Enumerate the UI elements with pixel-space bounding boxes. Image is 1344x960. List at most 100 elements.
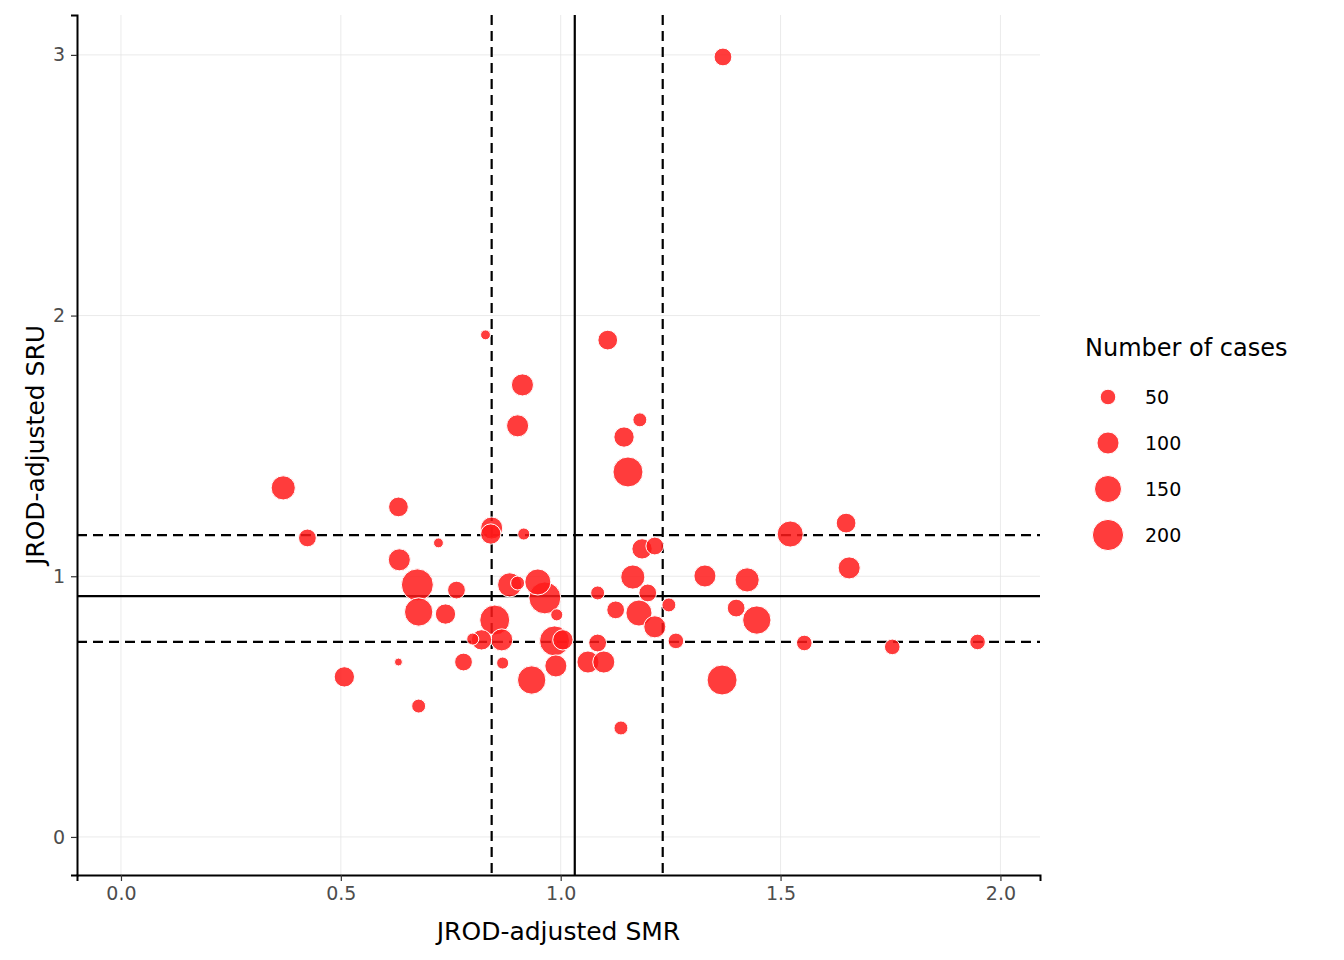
grid-line-x	[780, 15, 781, 875]
bubble	[553, 630, 573, 650]
x-axis-title: JROD-adjusted SMR	[435, 917, 681, 946]
grid-line-y	[77, 54, 1040, 55]
y-axis-line	[71, 16, 78, 876]
bubble	[481, 330, 491, 340]
x-axis: 0.0 0.5 1.0 1.5 2.0	[78, 875, 1041, 904]
bubble	[598, 330, 618, 350]
x-tick: 1.0	[546, 875, 576, 904]
x-tick: 1.5	[766, 875, 796, 904]
bubble	[467, 633, 479, 645]
x-tick-label: 1.0	[546, 882, 576, 904]
x-tick-label: 0.5	[326, 882, 356, 904]
bubble	[455, 653, 473, 671]
bubble	[646, 537, 664, 555]
bubble	[518, 528, 530, 540]
bubble	[797, 635, 813, 651]
bubble	[639, 584, 657, 602]
grid-line-y	[77, 576, 1040, 577]
y-tick-label: 3	[53, 43, 65, 65]
bubble	[491, 629, 513, 651]
points	[271, 48, 985, 735]
legend-label: 50	[1145, 386, 1169, 408]
bubble	[551, 609, 563, 621]
x-tick-label: 1.5	[766, 882, 796, 904]
y-tick-mark	[71, 576, 77, 577]
limit-line-x	[491, 15, 493, 875]
y-tick-mark	[71, 315, 77, 316]
bubble	[434, 538, 444, 548]
limit-line-x	[662, 15, 664, 875]
bubble	[727, 599, 745, 617]
x-tick-mark	[561, 875, 562, 881]
y-tick: 0	[53, 826, 77, 848]
x-tick: 0.0	[106, 875, 136, 904]
bubble	[497, 657, 509, 669]
bubble	[299, 529, 317, 547]
bubble	[545, 655, 567, 677]
y-tick: 3	[53, 43, 77, 65]
bubble	[591, 586, 605, 600]
bubble	[511, 374, 533, 396]
y-tick: 1	[53, 565, 77, 587]
y-tick-mark	[71, 55, 77, 56]
x-axis-line	[78, 876, 1041, 882]
bubble	[593, 651, 615, 673]
legend-key	[1097, 432, 1119, 454]
bubble	[401, 569, 433, 601]
bubble	[607, 601, 625, 619]
legend-label: 150	[1145, 478, 1181, 500]
bubble	[668, 633, 684, 649]
legend-key	[1094, 475, 1121, 502]
x-tick: 0.5	[326, 875, 356, 904]
center-line-x	[574, 15, 576, 875]
y-axis: 0 1 2 3	[53, 16, 78, 876]
bubble	[614, 427, 634, 447]
bubble	[714, 48, 732, 66]
bubble	[448, 581, 466, 599]
y-tick-label: 0	[53, 826, 65, 848]
x-tick: 2.0	[986, 875, 1016, 904]
y-tick-mark	[71, 837, 77, 838]
legend-label: 100	[1145, 432, 1181, 454]
bubble	[836, 513, 856, 533]
bubble	[389, 497, 409, 517]
legend-title: Number of cases	[1085, 334, 1287, 362]
bubble	[511, 576, 525, 590]
bubble	[613, 457, 643, 487]
y-tick-label: 1	[53, 565, 65, 587]
bubble	[735, 568, 759, 592]
bubble	[621, 565, 645, 589]
grid-line-y	[77, 836, 1040, 837]
bubble	[743, 606, 771, 634]
bubble	[412, 699, 426, 713]
bubble	[662, 598, 676, 612]
bubble	[884, 639, 900, 655]
chart: 0.00.51.01.52.00123JROD-adjusted SMRJROD…	[0, 0, 1344, 960]
x-tick-mark	[341, 875, 342, 881]
bubble	[394, 658, 402, 666]
bubble	[271, 476, 295, 500]
bubble	[525, 569, 551, 595]
bubble	[777, 521, 803, 547]
legend-key	[1092, 519, 1123, 550]
x-tick-mark	[1000, 875, 1001, 881]
bubble	[694, 565, 716, 587]
legend-key	[1100, 389, 1116, 405]
x-tick-label: 0.0	[106, 882, 136, 904]
grid-line-x	[560, 15, 561, 875]
legend-label: 200	[1145, 524, 1181, 546]
bubble	[388, 549, 410, 571]
bubble	[334, 667, 354, 687]
bubble	[435, 604, 455, 624]
legend: Number of cases 50 100 150 200	[1085, 334, 1287, 551]
bubble	[614, 721, 628, 735]
bubble	[633, 413, 647, 427]
bubble	[838, 557, 860, 579]
bubble	[481, 524, 501, 544]
x-tick-mark	[121, 875, 122, 881]
bubble	[707, 665, 737, 695]
y-tick-label: 2	[53, 304, 65, 326]
reference-lines	[77, 15, 1040, 875]
bubble	[404, 598, 432, 626]
x-tick-mark	[780, 875, 781, 881]
